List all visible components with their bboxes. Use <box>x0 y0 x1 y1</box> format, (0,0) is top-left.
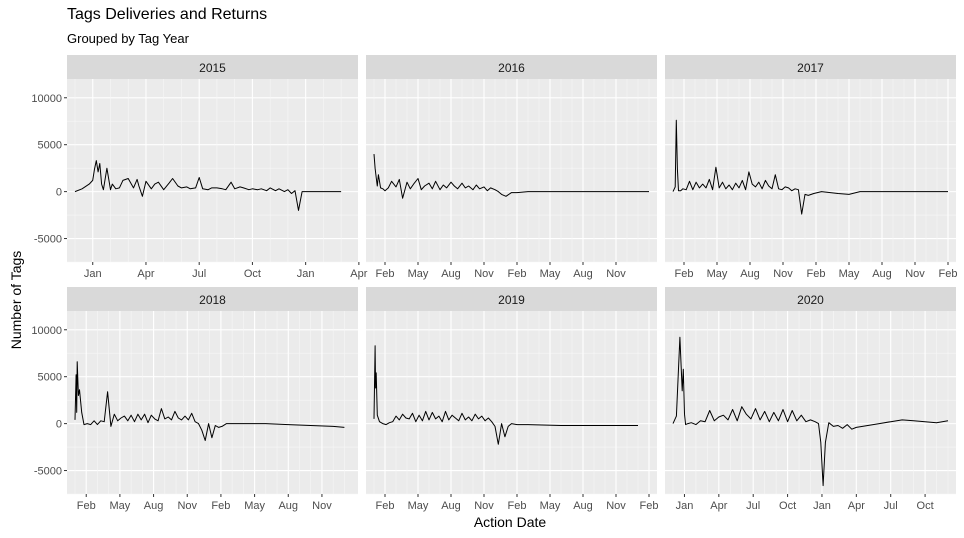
x-tick-label: Feb <box>211 500 230 512</box>
x-tick-label: Feb <box>376 268 395 280</box>
x-tick-label: Nov <box>177 500 197 512</box>
x-tick-label: Jul <box>192 268 206 280</box>
x-tick-label: Feb <box>508 500 527 512</box>
facet-strip <box>366 55 657 79</box>
x-tick-label: Feb <box>508 268 527 280</box>
x-tick-label: May <box>408 268 429 280</box>
x-axis-label: Action Date <box>473 514 547 530</box>
x-tick-label: Oct <box>244 268 261 280</box>
x-tick-label: Feb <box>640 500 659 512</box>
x-tick-label: Aug <box>441 268 461 280</box>
panel-background <box>665 79 956 262</box>
series-line-2020 <box>672 336 949 487</box>
facet-strip-label: 2019 <box>498 293 525 307</box>
y-tick-label: 10000 <box>31 325 62 337</box>
facet-strip-label: 2020 <box>797 293 824 307</box>
facet-strip-label: 2016 <box>498 61 525 75</box>
panel-background <box>67 79 358 262</box>
x-tick-label: Feb <box>807 268 826 280</box>
x-tick-label: Jan <box>297 268 315 280</box>
facet-strip <box>665 55 956 79</box>
facet-strip <box>67 287 358 311</box>
x-tick-label: Aug <box>573 268 593 280</box>
x-tick-label: May <box>110 500 131 512</box>
x-tick-label: Aug <box>441 500 461 512</box>
chart-subtitle: Grouped by Tag Year <box>67 31 189 46</box>
panel-background <box>366 79 657 262</box>
x-tick-label: May <box>540 268 561 280</box>
x-tick-label: Feb <box>675 268 694 280</box>
x-tick-label: Nov <box>773 268 793 280</box>
x-tick-label: Jul <box>746 500 760 512</box>
x-tick-label: Feb <box>77 500 96 512</box>
x-tick-label: Jul <box>884 500 898 512</box>
y-tick-label: -5000 <box>34 466 62 478</box>
x-tick-label: Jan <box>84 268 102 280</box>
y-tick-label: 0 <box>56 419 62 431</box>
panel-background <box>366 311 657 494</box>
x-tick-label: Jan <box>813 500 831 512</box>
x-tick-label: Aug <box>740 268 760 280</box>
facet-strip <box>665 287 956 311</box>
x-tick-label: Aug <box>872 268 892 280</box>
x-tick-label: May <box>244 500 265 512</box>
chart-title: Tags Deliveries and Returns <box>67 6 268 23</box>
x-tick-label: Oct <box>917 500 934 512</box>
y-tick-label: 5000 <box>38 372 62 384</box>
x-tick-label: Nov <box>474 500 494 512</box>
x-tick-label: May <box>707 268 728 280</box>
y-tick-label: 0 <box>56 187 62 199</box>
y-tick-label: -5000 <box>34 234 62 246</box>
y-tick-label: 10000 <box>31 93 62 105</box>
series-line-2019 <box>373 345 638 445</box>
x-tick-label: Aug <box>278 500 298 512</box>
facet-strip <box>67 55 358 79</box>
facet-strip-label: 2015 <box>199 61 226 75</box>
facet-strip <box>366 287 657 311</box>
x-tick-label: May <box>408 500 429 512</box>
x-tick-label: Oct <box>779 500 796 512</box>
x-tick-label: Apr <box>350 268 367 280</box>
x-tick-label: Feb <box>939 268 958 280</box>
x-tick-label: Aug <box>573 500 593 512</box>
x-tick-label: Jan <box>676 500 694 512</box>
x-tick-label: Apr <box>848 500 865 512</box>
x-tick-label: Nov <box>312 500 332 512</box>
facet-strip-label: 2017 <box>797 61 824 75</box>
y-tick-label: 5000 <box>38 140 62 152</box>
series-line-2017 <box>672 119 948 215</box>
panel-background <box>67 311 358 494</box>
x-tick-label: Nov <box>474 268 494 280</box>
x-tick-label: May <box>839 268 860 280</box>
x-tick-label: May <box>540 500 561 512</box>
series-line-2016 <box>373 154 649 199</box>
series-line-2018 <box>74 361 345 441</box>
x-tick-label: Apr <box>710 500 727 512</box>
x-tick-label: Nov <box>905 268 925 280</box>
series-line-2015 <box>74 160 342 211</box>
x-tick-label: Nov <box>606 500 626 512</box>
x-tick-label: Feb <box>376 500 395 512</box>
facet-strip-label: 2018 <box>199 293 226 307</box>
x-tick-label: Apr <box>137 268 154 280</box>
x-tick-label: Aug <box>144 500 164 512</box>
x-tick-label: Nov <box>606 268 626 280</box>
